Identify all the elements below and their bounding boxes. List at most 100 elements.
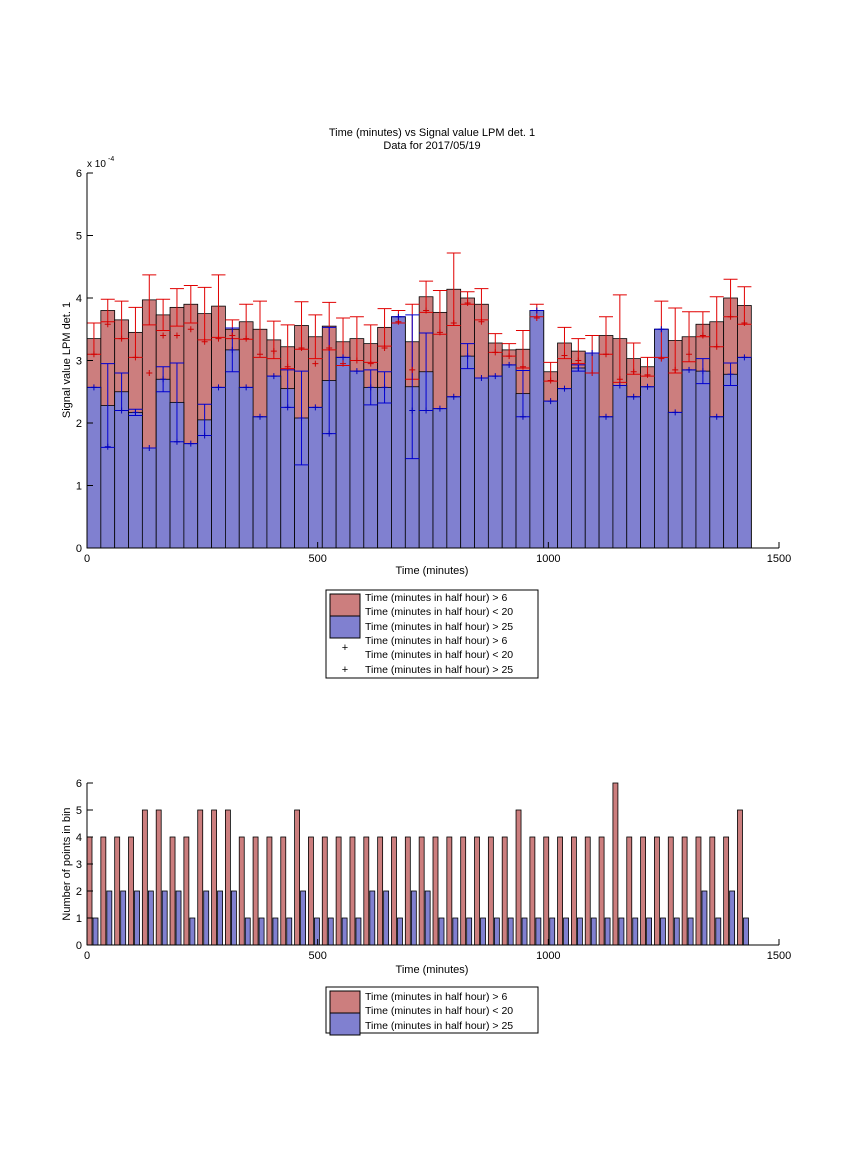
- legend-box: [325, 589, 539, 679]
- bar-blue: [377, 386, 392, 549]
- count-bar-blue: [521, 917, 528, 946]
- legend-box: [325, 986, 539, 1034]
- legend-marker-blue: +: [342, 664, 348, 676]
- bar-blue: [667, 411, 683, 549]
- legend-marker-red: +: [342, 642, 348, 654]
- bar-blue: [197, 419, 212, 549]
- count-bar-blue: [480, 917, 486, 946]
- count-bar-blue: [355, 917, 362, 946]
- y-tick-label: 1: [76, 913, 82, 925]
- count-bar-red: [737, 809, 743, 946]
- y-tick-label: 3: [76, 356, 82, 368]
- bar-blue: [335, 356, 351, 549]
- count-bar-red: [432, 836, 439, 946]
- count-bar-red: [169, 836, 176, 946]
- count-bar-blue: [175, 890, 182, 946]
- count-bar-blue: [244, 917, 251, 946]
- count-bar-blue: [535, 917, 542, 946]
- legend-label: Time (minutes in half hour) < 20: [365, 1005, 513, 1017]
- signal-y-ticks: 0 1 2 3 4 5 6: [76, 168, 93, 555]
- count-bar-red: [460, 836, 467, 946]
- bar-blue: [737, 356, 752, 549]
- count-bar-blue: [715, 917, 722, 946]
- y-tick-label: 2: [76, 418, 82, 430]
- count-bar-blue: [369, 890, 376, 946]
- bar-blue: [224, 349, 240, 549]
- legend-swatch-red: [329, 990, 361, 1014]
- bar-blue: [128, 411, 143, 549]
- x-tick-label: 1500: [767, 950, 791, 962]
- x-tick-label: 1000: [536, 553, 560, 565]
- count-bar-blue: [577, 917, 583, 946]
- count-bar-red: [404, 836, 411, 946]
- y-tick-label: 6: [76, 168, 82, 180]
- count-bar-blue: [549, 917, 556, 946]
- count-bar-blue: [272, 917, 279, 946]
- bar-blue: [252, 416, 268, 549]
- bar-blue: [654, 328, 669, 549]
- count-bar-red: [418, 836, 425, 946]
- legend-swatch-red: [329, 593, 361, 617]
- bar-blue: [557, 388, 572, 549]
- count-bar-red: [543, 836, 550, 946]
- count-bar-red: [515, 809, 522, 946]
- count-y-ticks: 0 1 2 3 4 5 6: [76, 778, 93, 952]
- count-bar-red: [197, 809, 204, 946]
- legend-label: Time (minutes in half hour) < 20: [365, 606, 513, 618]
- count-bar-red: [294, 809, 301, 946]
- y-tick-label: 4: [76, 832, 82, 844]
- signal-legend: Time (minutes in half hour) > 6 Time (mi…: [325, 589, 539, 679]
- x-tick-label: 500: [308, 950, 326, 962]
- bar-blue: [391, 316, 406, 549]
- chart-title: Time (minutes) vs Signal value LPM det. …: [329, 127, 535, 139]
- count-x-ticks: 0 500 1000 1500: [84, 939, 791, 962]
- legend-label: Time (minutes in half hour) > 6: [365, 991, 507, 1003]
- bar-blue: [349, 370, 365, 549]
- count-bar-blue: [701, 890, 708, 946]
- bar-blue: [211, 386, 226, 549]
- x-axis-label: Time (minutes): [396, 565, 469, 577]
- y-tick-label: 3: [76, 859, 82, 871]
- bar-blue: [709, 416, 725, 549]
- count-bar-red: [474, 836, 480, 946]
- legend-label: Time (minutes in half hour) > 6: [365, 592, 507, 604]
- count-bar-red: [584, 836, 591, 946]
- bar-blue: [723, 373, 738, 549]
- count-bar-red: [501, 836, 508, 946]
- count-bar-blue: [230, 890, 237, 946]
- count-bar-blue: [203, 890, 210, 946]
- signal-chart: Time (minutes) vs Signal value LPM det. …: [61, 127, 791, 679]
- y-tick-label: 5: [76, 231, 82, 243]
- y-tick-label: 4: [76, 293, 82, 305]
- signal-bars: [86, 288, 752, 549]
- count-bar-red: [681, 836, 688, 946]
- count-bar-red: [100, 836, 107, 946]
- y-tick-label: 2: [76, 886, 82, 898]
- count-bar-blue: [590, 917, 597, 946]
- bar-blue: [280, 388, 296, 549]
- count-bar-red: [224, 809, 231, 946]
- count-bar-blue: [189, 917, 196, 946]
- count-bar-red: [598, 836, 605, 946]
- chart-subtitle: Data for 2017/05/19: [383, 140, 480, 152]
- legend-label: Time (minutes in half hour) > 25: [365, 1020, 513, 1032]
- count-bar-red: [266, 836, 273, 946]
- count-bar-red: [211, 809, 217, 946]
- count-bar-blue: [563, 917, 569, 946]
- count-bar-red: [238, 836, 245, 946]
- count-bar-blue: [106, 890, 113, 946]
- count-bar-red: [252, 836, 259, 946]
- count-chart: 0 500 1000 1500 0 1 2 3 4 5 6 Time (minutes) Numb…: [61, 778, 791, 1036]
- count-bar-blue: [660, 917, 666, 946]
- bar-blue: [363, 386, 379, 549]
- count-bar-red: [183, 836, 190, 946]
- legend-label: Time (minutes in half hour) > 25: [365, 621, 513, 633]
- bar-blue: [529, 310, 545, 549]
- bar-blue: [487, 375, 503, 549]
- count-bar-blue: [673, 917, 680, 946]
- count-bar-blue: [687, 917, 694, 946]
- count-bar-red: [667, 836, 674, 946]
- bar-blue: [155, 378, 171, 549]
- legend-label: Time (minutes in half hour) > 6: [365, 635, 507, 647]
- x-tick-label: 0: [84, 950, 90, 962]
